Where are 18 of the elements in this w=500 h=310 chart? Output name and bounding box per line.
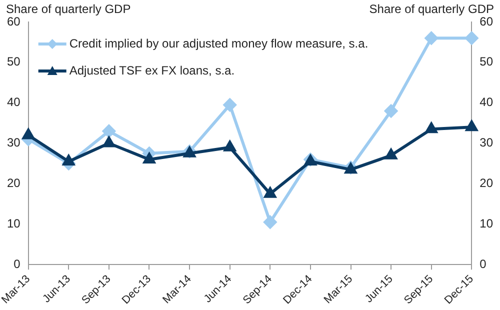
legend-label: Adjusted TSF ex FX loans, s.a.	[69, 63, 235, 78]
y-tick-label: 20	[6, 176, 21, 190]
y2-tick-label: 50	[480, 54, 494, 69]
y2-tick-label: 30	[480, 136, 494, 150]
y2-axis-title: Share of quarterly GDP	[369, 2, 494, 16]
y-axis-title: Share of quarterly GDP	[6, 2, 131, 16]
y2-tick-label: 0	[480, 256, 487, 271]
y-tick-label: 60	[6, 14, 21, 28]
y2-tick-label: 60	[480, 14, 494, 28]
legend-label: Credit implied by our adjusted money flow measure, s.a.	[69, 36, 368, 50]
y-tick-label: 50	[6, 54, 21, 69]
y2-tick-label: 10	[480, 216, 494, 230]
y2-tick-label: 40	[480, 95, 494, 110]
y-tick-label: 0	[14, 256, 21, 271]
y-tick-label: 10	[6, 216, 21, 230]
y-tick-label: 40	[6, 95, 21, 110]
y-tick-label: 30	[6, 136, 21, 150]
y2-tick-label: 20	[480, 176, 494, 190]
